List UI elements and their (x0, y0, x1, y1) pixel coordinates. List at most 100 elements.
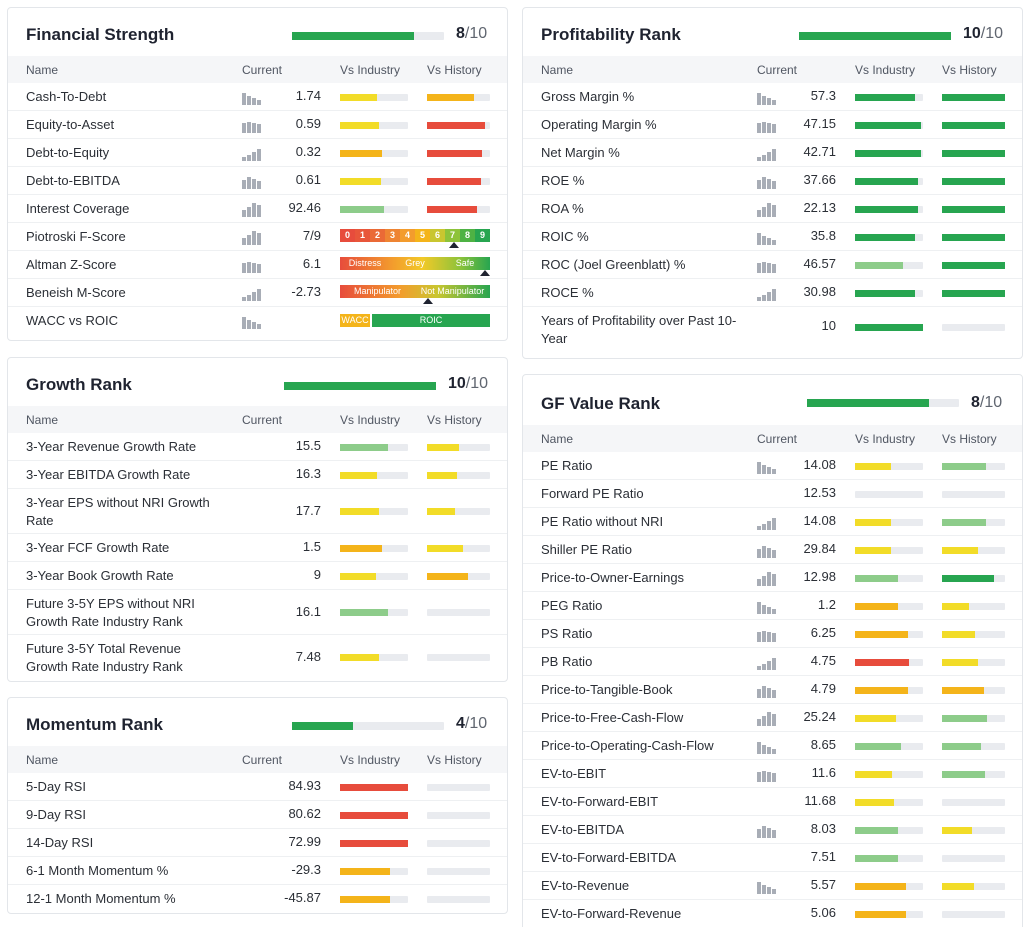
vs-history-bar[interactable] (427, 867, 490, 875)
table-row[interactable]: 3-Year Revenue Growth Rate 15.5 (8, 433, 507, 461)
vs-industry-bar[interactable] (340, 654, 408, 661)
sparkline-icon[interactable] (757, 229, 779, 245)
vs-industry-bar[interactable] (855, 93, 923, 101)
metric-name[interactable]: Interest Coverage (26, 201, 130, 216)
card-title[interactable]: Growth Rank (26, 375, 132, 394)
table-row[interactable]: ROC (Joel Greenblatt) % 46.57 (523, 251, 1022, 279)
vs-history-bar[interactable] (427, 443, 490, 451)
metric-name[interactable]: Price-to-Owner-Earnings (541, 570, 685, 585)
table-row[interactable]: EV-to-Forward-EBITDA 7.51 (523, 844, 1022, 872)
table-row[interactable]: 3-Year EPS without NRI Growth Rate 17.7 (8, 489, 507, 534)
metric-name[interactable]: Gross Margin % (541, 89, 635, 104)
sparkline-icon[interactable] (757, 766, 779, 782)
metric-name[interactable]: Years of Profitability over Past 10-Year (541, 313, 737, 346)
altman-scale[interactable]: Distress Grey Safe (340, 257, 490, 270)
table-row[interactable]: Cash-To-Debt 1.74 (8, 83, 507, 111)
vs-history-bar[interactable] (942, 602, 1005, 610)
table-row[interactable]: EV-to-EBITDA 8.03 (523, 816, 1022, 844)
table-row[interactable]: Interest Coverage 92.46 (8, 195, 507, 223)
vs-industry-bar[interactable] (340, 443, 408, 451)
vs-industry-bar[interactable] (340, 572, 408, 580)
metric-name[interactable]: WACC vs ROIC (26, 313, 118, 328)
table-row[interactable]: EV-to-Forward-EBIT 11.68 (523, 788, 1022, 816)
card-title[interactable]: Momentum Rank (26, 715, 163, 734)
vs-industry-bar[interactable] (340, 205, 408, 213)
vs-history-bar[interactable] (942, 574, 1005, 582)
sparkline-icon[interactable] (242, 117, 264, 133)
table-row[interactable]: Debt-to-Equity 0.32 (8, 139, 507, 167)
vs-history-bar[interactable] (942, 289, 1005, 297)
metric-name[interactable]: Price-to-Free-Cash-Flow (541, 710, 684, 725)
table-row[interactable]: EV-to-Revenue 5.57 (523, 872, 1022, 900)
sparkline-icon[interactable] (242, 89, 264, 105)
vs-industry-bar[interactable] (855, 323, 923, 331)
metric-name[interactable]: EV-to-Forward-EBIT (541, 794, 659, 809)
table-row[interactable]: Price-to-Operating-Cash-Flow 8.65 (523, 732, 1022, 760)
vs-industry-bar[interactable] (855, 462, 923, 470)
table-row[interactable]: PB Ratio 4.75 (523, 648, 1022, 676)
vs-industry-bar[interactable] (340, 149, 408, 157)
vs-history-bar[interactable] (942, 233, 1005, 241)
metric-name[interactable]: Debt-to-EBITDA (26, 173, 120, 188)
metric-name[interactable]: PB Ratio (541, 654, 593, 669)
table-row[interactable]: Price-to-Tangible-Book 4.79 (523, 676, 1022, 704)
sparkline-icon[interactable] (242, 229, 264, 245)
vs-history-bar[interactable] (942, 518, 1005, 526)
vs-history-bar[interactable] (942, 854, 1005, 862)
vs-history-bar[interactable] (427, 177, 490, 185)
metric-name[interactable]: Forward PE Ratio (541, 486, 644, 501)
metric-name[interactable]: PE Ratio (541, 458, 593, 473)
sparkline-icon[interactable] (757, 654, 779, 670)
metric-name[interactable]: 3-Year EPS without NRI Growth Rate (26, 495, 210, 528)
vs-industry-bar[interactable] (855, 798, 923, 806)
sparkline-icon[interactable] (242, 173, 264, 189)
table-row[interactable]: 3-Year Book Growth Rate 9 (8, 562, 507, 590)
metric-name[interactable]: Cash-To-Debt (26, 89, 107, 104)
vs-industry-bar[interactable] (340, 783, 408, 791)
metric-name[interactable]: 3-Year Book Growth Rate (26, 568, 174, 583)
card-title[interactable]: Financial Strength (26, 25, 175, 44)
metric-name[interactable]: ROE % (541, 173, 585, 188)
vs-industry-bar[interactable] (340, 811, 408, 819)
vs-industry-bar[interactable] (340, 544, 408, 552)
vs-history-bar[interactable] (942, 770, 1005, 778)
table-row[interactable]: Future 3-5Y EPS without NRI Growth Rate … (8, 590, 507, 635)
vs-history-bar[interactable] (942, 910, 1005, 918)
vs-industry-bar[interactable] (855, 233, 923, 241)
card-title[interactable]: GF Value Rank (541, 394, 661, 413)
vs-industry-bar[interactable] (340, 177, 408, 185)
vs-industry-bar[interactable] (340, 93, 408, 101)
metric-name[interactable]: Net Margin % (541, 145, 620, 160)
vs-history-bar[interactable] (427, 895, 490, 903)
table-row[interactable]: EV-to-EBIT 11.6 (523, 760, 1022, 788)
metric-name[interactable]: 5-Day RSI (26, 779, 86, 794)
vs-history-bar[interactable] (942, 686, 1005, 694)
vs-industry-bar[interactable] (855, 574, 923, 582)
metric-name[interactable]: 12-1 Month Momentum % (26, 891, 176, 906)
table-row[interactable]: PE Ratio without NRI 14.08 (523, 508, 1022, 536)
vs-industry-bar[interactable] (855, 630, 923, 638)
vs-history-bar[interactable] (427, 839, 490, 847)
vs-industry-bar[interactable] (340, 508, 408, 515)
table-row[interactable]: ROE % 37.66 (523, 167, 1022, 195)
table-row[interactable]: Operating Margin % 47.15 (523, 111, 1022, 139)
table-row[interactable]: Price-to-Free-Cash-Flow 25.24 (523, 704, 1022, 732)
vs-history-bar[interactable] (427, 609, 490, 616)
vs-history-bar[interactable] (427, 121, 490, 129)
table-row[interactable]: 9-Day RSI 80.62 (8, 801, 507, 829)
vs-history-bar[interactable] (427, 572, 490, 580)
vs-industry-bar[interactable] (855, 854, 923, 862)
vs-industry-bar[interactable] (855, 490, 923, 498)
vs-history-bar[interactable] (942, 261, 1005, 269)
metric-name[interactable]: PEG Ratio (541, 598, 603, 613)
table-row[interactable]: Price-to-Owner-Earnings 12.98 (523, 564, 1022, 592)
vs-industry-bar[interactable] (855, 177, 923, 185)
vs-industry-bar[interactable] (340, 895, 408, 903)
vs-industry-bar[interactable] (855, 149, 923, 157)
vs-history-bar[interactable] (942, 462, 1005, 470)
table-row[interactable]: Shiller PE Ratio 29.84 (523, 536, 1022, 564)
metric-name[interactable]: EV-to-Revenue (541, 878, 630, 893)
metric-name[interactable]: PS Ratio (541, 626, 593, 641)
table-row[interactable]: PS Ratio 6.25 (523, 620, 1022, 648)
table-row[interactable]: 14-Day RSI 72.99 (8, 829, 507, 857)
